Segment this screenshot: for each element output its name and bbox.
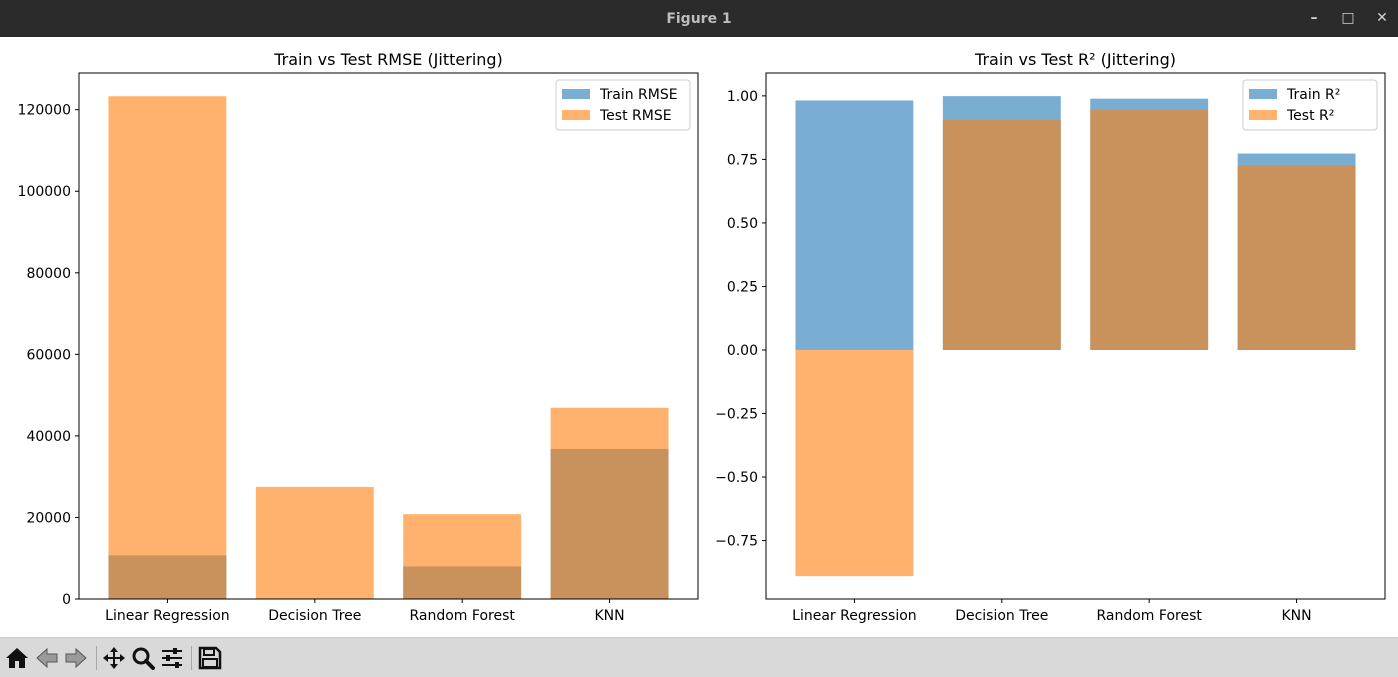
x-tick-label: Decision Tree: [268, 608, 361, 624]
back-arrow-icon: [36, 647, 58, 669]
legend-swatch: [562, 110, 590, 120]
pan-icon: [103, 647, 125, 669]
zoom-button[interactable]: [130, 644, 156, 672]
window-titlebar: Figure 1 – □ ✕: [0, 0, 1398, 37]
bar-test: [403, 514, 522, 599]
bar-test: [942, 120, 1061, 350]
bar-test: [108, 96, 227, 600]
legend-label: Test R²: [1286, 108, 1334, 124]
bar-test: [795, 349, 914, 577]
y-tick-label: 1.00: [727, 89, 758, 105]
x-tick-label: Linear Regression: [105, 608, 230, 624]
y-tick-label: 0.50: [727, 216, 758, 232]
legend-label: Train R²: [1286, 87, 1340, 103]
chart-title: Train vs Test R² (Jittering): [974, 50, 1176, 69]
home-button[interactable]: [4, 644, 30, 672]
legend-swatch: [1249, 110, 1277, 120]
forward-button[interactable]: [63, 644, 89, 672]
y-tick-label: 0.25: [727, 279, 758, 295]
forward-arrow-icon: [65, 647, 87, 669]
legend-label: Test RMSE: [599, 108, 672, 124]
y-tick-label: −0.25: [715, 407, 758, 423]
x-tick-label: Random Forest: [409, 608, 515, 624]
y-tick-label: 20000: [26, 510, 71, 526]
legend-label: Train RMSE: [599, 87, 678, 103]
navigation-toolbar: [0, 637, 1398, 677]
configure-subplots-button[interactable]: [159, 644, 185, 672]
zoom-icon: [132, 647, 155, 670]
toolbar-separator: [191, 646, 192, 670]
y-tick-label: −0.50: [715, 470, 758, 486]
bar-test: [255, 486, 374, 599]
y-tick-label: 40000: [26, 429, 71, 445]
back-button[interactable]: [34, 644, 60, 672]
maximize-button[interactable]: □: [1341, 10, 1355, 26]
minimize-button[interactable]: –: [1310, 10, 1318, 26]
x-tick-label: Linear Regression: [792, 608, 917, 624]
y-tick-label: 60000: [26, 347, 71, 363]
bar-test: [550, 407, 669, 599]
y-tick-label: −0.75: [715, 534, 758, 550]
toolbar-separator: [96, 646, 97, 670]
save-button[interactable]: [197, 644, 223, 672]
legend-swatch: [562, 89, 590, 99]
chart-title: Train vs Test RMSE (Jittering): [273, 50, 503, 69]
y-tick-label: 80000: [26, 266, 71, 282]
pan-button[interactable]: [101, 644, 127, 672]
window-title: Figure 1: [666, 10, 732, 27]
save-icon: [198, 646, 222, 670]
bar-test: [1237, 165, 1356, 350]
bar-train: [795, 100, 914, 350]
y-tick-label: 120000: [18, 103, 71, 119]
y-tick-label: 0.00: [727, 343, 758, 359]
home-icon: [6, 648, 28, 668]
figure-canvas: 0 20000 40000 60000 80000 100000 120000 Linear …: [0, 37, 1398, 637]
figure-svg: 0 20000 40000 60000 80000 100000 120000 Linear …: [18, 50, 1386, 624]
bar-test: [1090, 109, 1209, 350]
sliders-icon: [162, 648, 182, 668]
close-button[interactable]: ✕: [1376, 10, 1388, 26]
y-tick-label: 100000: [18, 184, 71, 200]
axes-frame: [765, 72, 1386, 600]
x-tick-label: Random Forest: [1096, 608, 1202, 624]
x-tick-label: KNN: [1282, 608, 1312, 624]
legend-swatch: [1249, 89, 1277, 99]
y-tick-label: 0: [62, 592, 71, 608]
x-tick-label: KNN: [595, 608, 625, 624]
x-tick-label: Decision Tree: [955, 608, 1048, 624]
axes-frame: [78, 72, 699, 600]
y-tick-label: 0.75: [727, 152, 758, 168]
